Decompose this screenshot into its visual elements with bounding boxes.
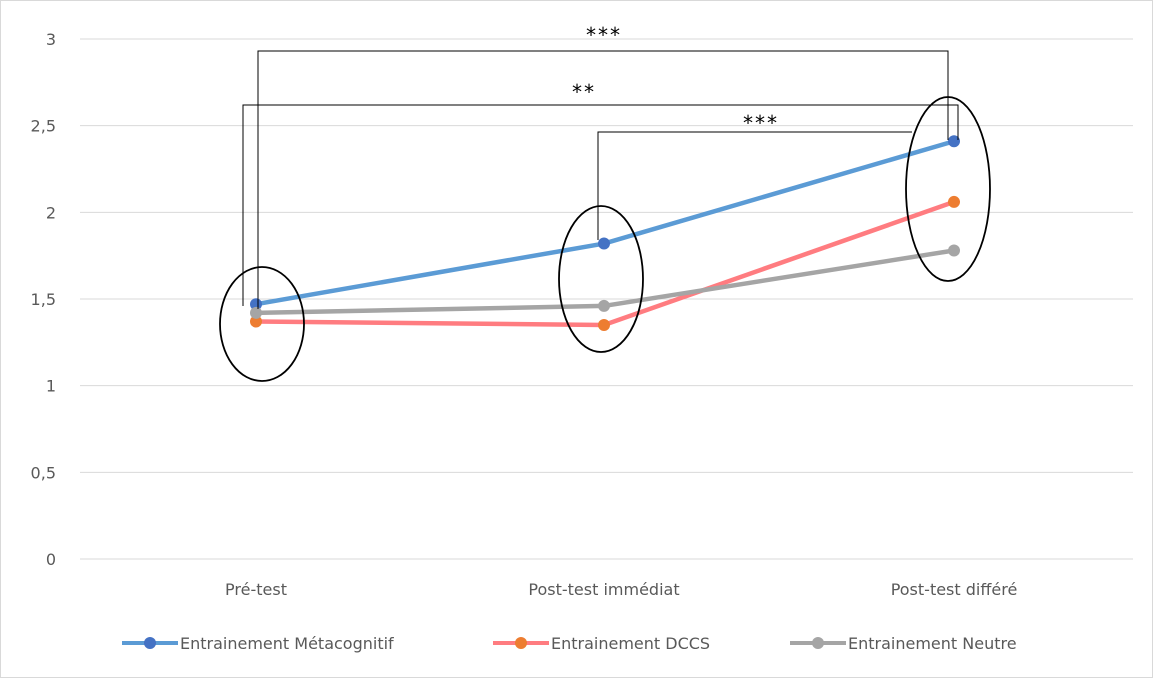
- significance-label: **: [571, 80, 595, 104]
- legend-marker: [144, 637, 156, 649]
- x-axis: Pré-test Post-test immédiat Post-test di…: [225, 580, 1017, 599]
- y-tick-label: 0,5: [31, 463, 56, 482]
- y-axis: 0 0,5 1 1,5 2 2,5 3: [31, 30, 56, 569]
- x-category-label: Pré-test: [225, 580, 287, 599]
- legend-item: Entrainement Métacognitif: [122, 634, 394, 653]
- data-point: [948, 135, 960, 148]
- data-point: [948, 195, 960, 208]
- legend-label: Entrainement Neutre: [848, 634, 1017, 653]
- legend: Entrainement Métacognitif Entrainement D…: [122, 634, 1017, 653]
- significance-bracket: [242, 104, 959, 306]
- significance-label: ***: [585, 23, 621, 47]
- y-tick-label: 3: [46, 30, 56, 49]
- y-tick-label: 1,5: [31, 290, 56, 309]
- data-point: [250, 315, 262, 328]
- legend-item: Entrainement Neutre: [790, 634, 1017, 653]
- legend-marker: [515, 637, 527, 649]
- significance-label: ***: [742, 111, 778, 135]
- y-tick-label: 2,5: [31, 117, 56, 136]
- data-point: [598, 319, 610, 331]
- data-point: [948, 244, 960, 257]
- data-point: [250, 306, 262, 319]
- legend-label: Entrainement Métacognitif: [180, 634, 394, 653]
- legend-item: Entrainement DCCS: [493, 634, 710, 653]
- y-tick-label: 2: [46, 203, 56, 222]
- highlight-ellipse: [219, 266, 305, 382]
- data-point: [250, 298, 262, 311]
- x-category-label: Post-test immédiat: [528, 580, 679, 599]
- highlight-ellipse: [905, 96, 991, 282]
- significance-bracket: [257, 50, 949, 309]
- highlight-ellipse: [558, 205, 644, 353]
- y-tick-label: 0: [46, 550, 56, 569]
- y-tick-label: 1: [46, 377, 56, 396]
- data-point: [598, 237, 610, 250]
- x-category-label: Post-test différé: [891, 580, 1018, 599]
- significance-annotations: *** ** ***: [219, 23, 991, 382]
- series-group: [250, 135, 960, 331]
- data-point: [598, 299, 610, 312]
- legend-label: Entrainement DCCS: [551, 634, 710, 653]
- legend-marker: [812, 637, 824, 649]
- significance-bracket: [597, 131, 912, 240]
